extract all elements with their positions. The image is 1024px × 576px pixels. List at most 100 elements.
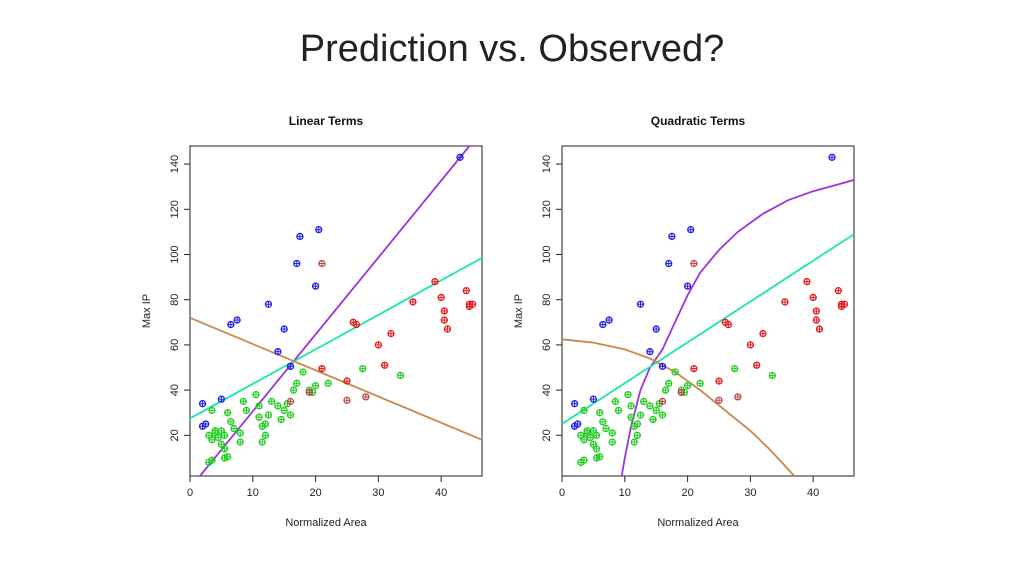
data-point — [396, 371, 405, 380]
data-point — [589, 395, 598, 403]
data-point — [753, 361, 761, 369]
data-point — [286, 411, 295, 419]
data-point — [227, 320, 235, 329]
y-tick-label: 100 — [169, 245, 181, 263]
chart-linear-terms: Linear Terms 0 10 20 30 40 20 40 60 80 100 120 140 No… — [141, 114, 483, 529]
data-point — [608, 429, 616, 437]
data-point — [665, 379, 673, 387]
data-point — [277, 415, 285, 424]
data-point — [381, 361, 389, 369]
data-point — [305, 388, 313, 397]
data-point — [239, 397, 248, 406]
data-point — [255, 402, 263, 410]
data-point — [440, 316, 448, 324]
y-tick-label: 60 — [169, 339, 181, 351]
data-point — [220, 431, 229, 439]
data-point — [343, 377, 351, 385]
data-point — [759, 329, 767, 338]
x-axis-label: Normalized Area — [285, 517, 367, 529]
data-point — [580, 456, 588, 464]
data-point — [264, 411, 273, 419]
fit-line-0 — [199, 146, 471, 476]
data-point — [646, 348, 654, 356]
data-point — [803, 277, 811, 286]
data-point — [387, 329, 395, 338]
x-tick-label: 30 — [372, 487, 384, 499]
data-point — [734, 393, 742, 401]
data-point — [462, 287, 470, 295]
data-point — [599, 320, 607, 329]
data-point — [636, 411, 645, 419]
data-point — [592, 445, 601, 453]
data-point — [683, 381, 692, 390]
data-point — [274, 348, 282, 356]
x-tick-label: 10 — [247, 487, 259, 499]
data-point — [318, 259, 326, 268]
data-point — [296, 232, 304, 241]
data-point — [202, 420, 210, 428]
data-point — [227, 418, 235, 426]
data-point — [661, 386, 670, 394]
data-point — [374, 341, 383, 349]
fit-line-2 — [562, 338, 795, 476]
data-point — [437, 293, 445, 302]
data-point — [696, 379, 704, 387]
data-point — [580, 406, 588, 415]
y-axis-label: Max IP — [513, 294, 525, 328]
data-point — [627, 402, 635, 410]
data-point — [224, 409, 232, 417]
data-point — [211, 429, 219, 437]
y-tick-label: 140 — [541, 155, 553, 173]
data-point — [683, 282, 692, 290]
data-point — [812, 307, 820, 315]
data-point — [440, 307, 448, 315]
data-point — [208, 436, 216, 444]
data-point — [261, 420, 270, 428]
x-tick-label: 0 — [559, 487, 565, 499]
x-tick-label: 20 — [681, 487, 693, 499]
data-point — [596, 453, 604, 461]
data-point — [409, 298, 417, 306]
data-point — [311, 282, 320, 290]
data-point — [208, 456, 216, 464]
data-point — [220, 445, 229, 453]
y-tick-label: 40 — [541, 384, 553, 396]
y-tick-label: 120 — [169, 200, 181, 218]
data-point — [217, 395, 226, 403]
data-point — [715, 396, 723, 404]
fit-line-0 — [620, 179, 854, 476]
data-point — [746, 341, 755, 349]
data-point — [671, 368, 679, 376]
x-tick-label: 40 — [435, 487, 447, 499]
data-point — [809, 293, 817, 302]
x-tick-label: 30 — [744, 487, 756, 499]
data-point — [768, 371, 777, 380]
data-point — [599, 418, 607, 426]
y-tick-label: 40 — [169, 384, 181, 396]
data-point — [264, 300, 273, 308]
y-axis-label: Max IP — [141, 294, 153, 328]
data-point — [815, 325, 824, 333]
data-point — [592, 431, 601, 439]
fit-line-1 — [562, 233, 854, 425]
data-point — [352, 320, 361, 329]
data-point — [608, 438, 616, 446]
data-point — [627, 413, 635, 421]
data-point — [633, 420, 642, 428]
data-point — [652, 406, 660, 415]
slide-title: Prediction vs. Observed? — [299, 28, 725, 70]
data-point — [343, 396, 351, 404]
data-point — [668, 232, 676, 241]
data-point — [658, 397, 667, 406]
data-point — [580, 436, 588, 444]
data-point — [236, 429, 244, 437]
data-point — [236, 438, 244, 446]
data-point — [677, 388, 685, 397]
data-point — [570, 400, 579, 408]
data-point — [781, 298, 789, 306]
chart-title: Linear Terms — [289, 114, 364, 128]
data-point — [359, 364, 367, 373]
data-point — [443, 325, 452, 333]
x-tick-label: 20 — [309, 487, 321, 499]
data-point — [724, 320, 733, 329]
